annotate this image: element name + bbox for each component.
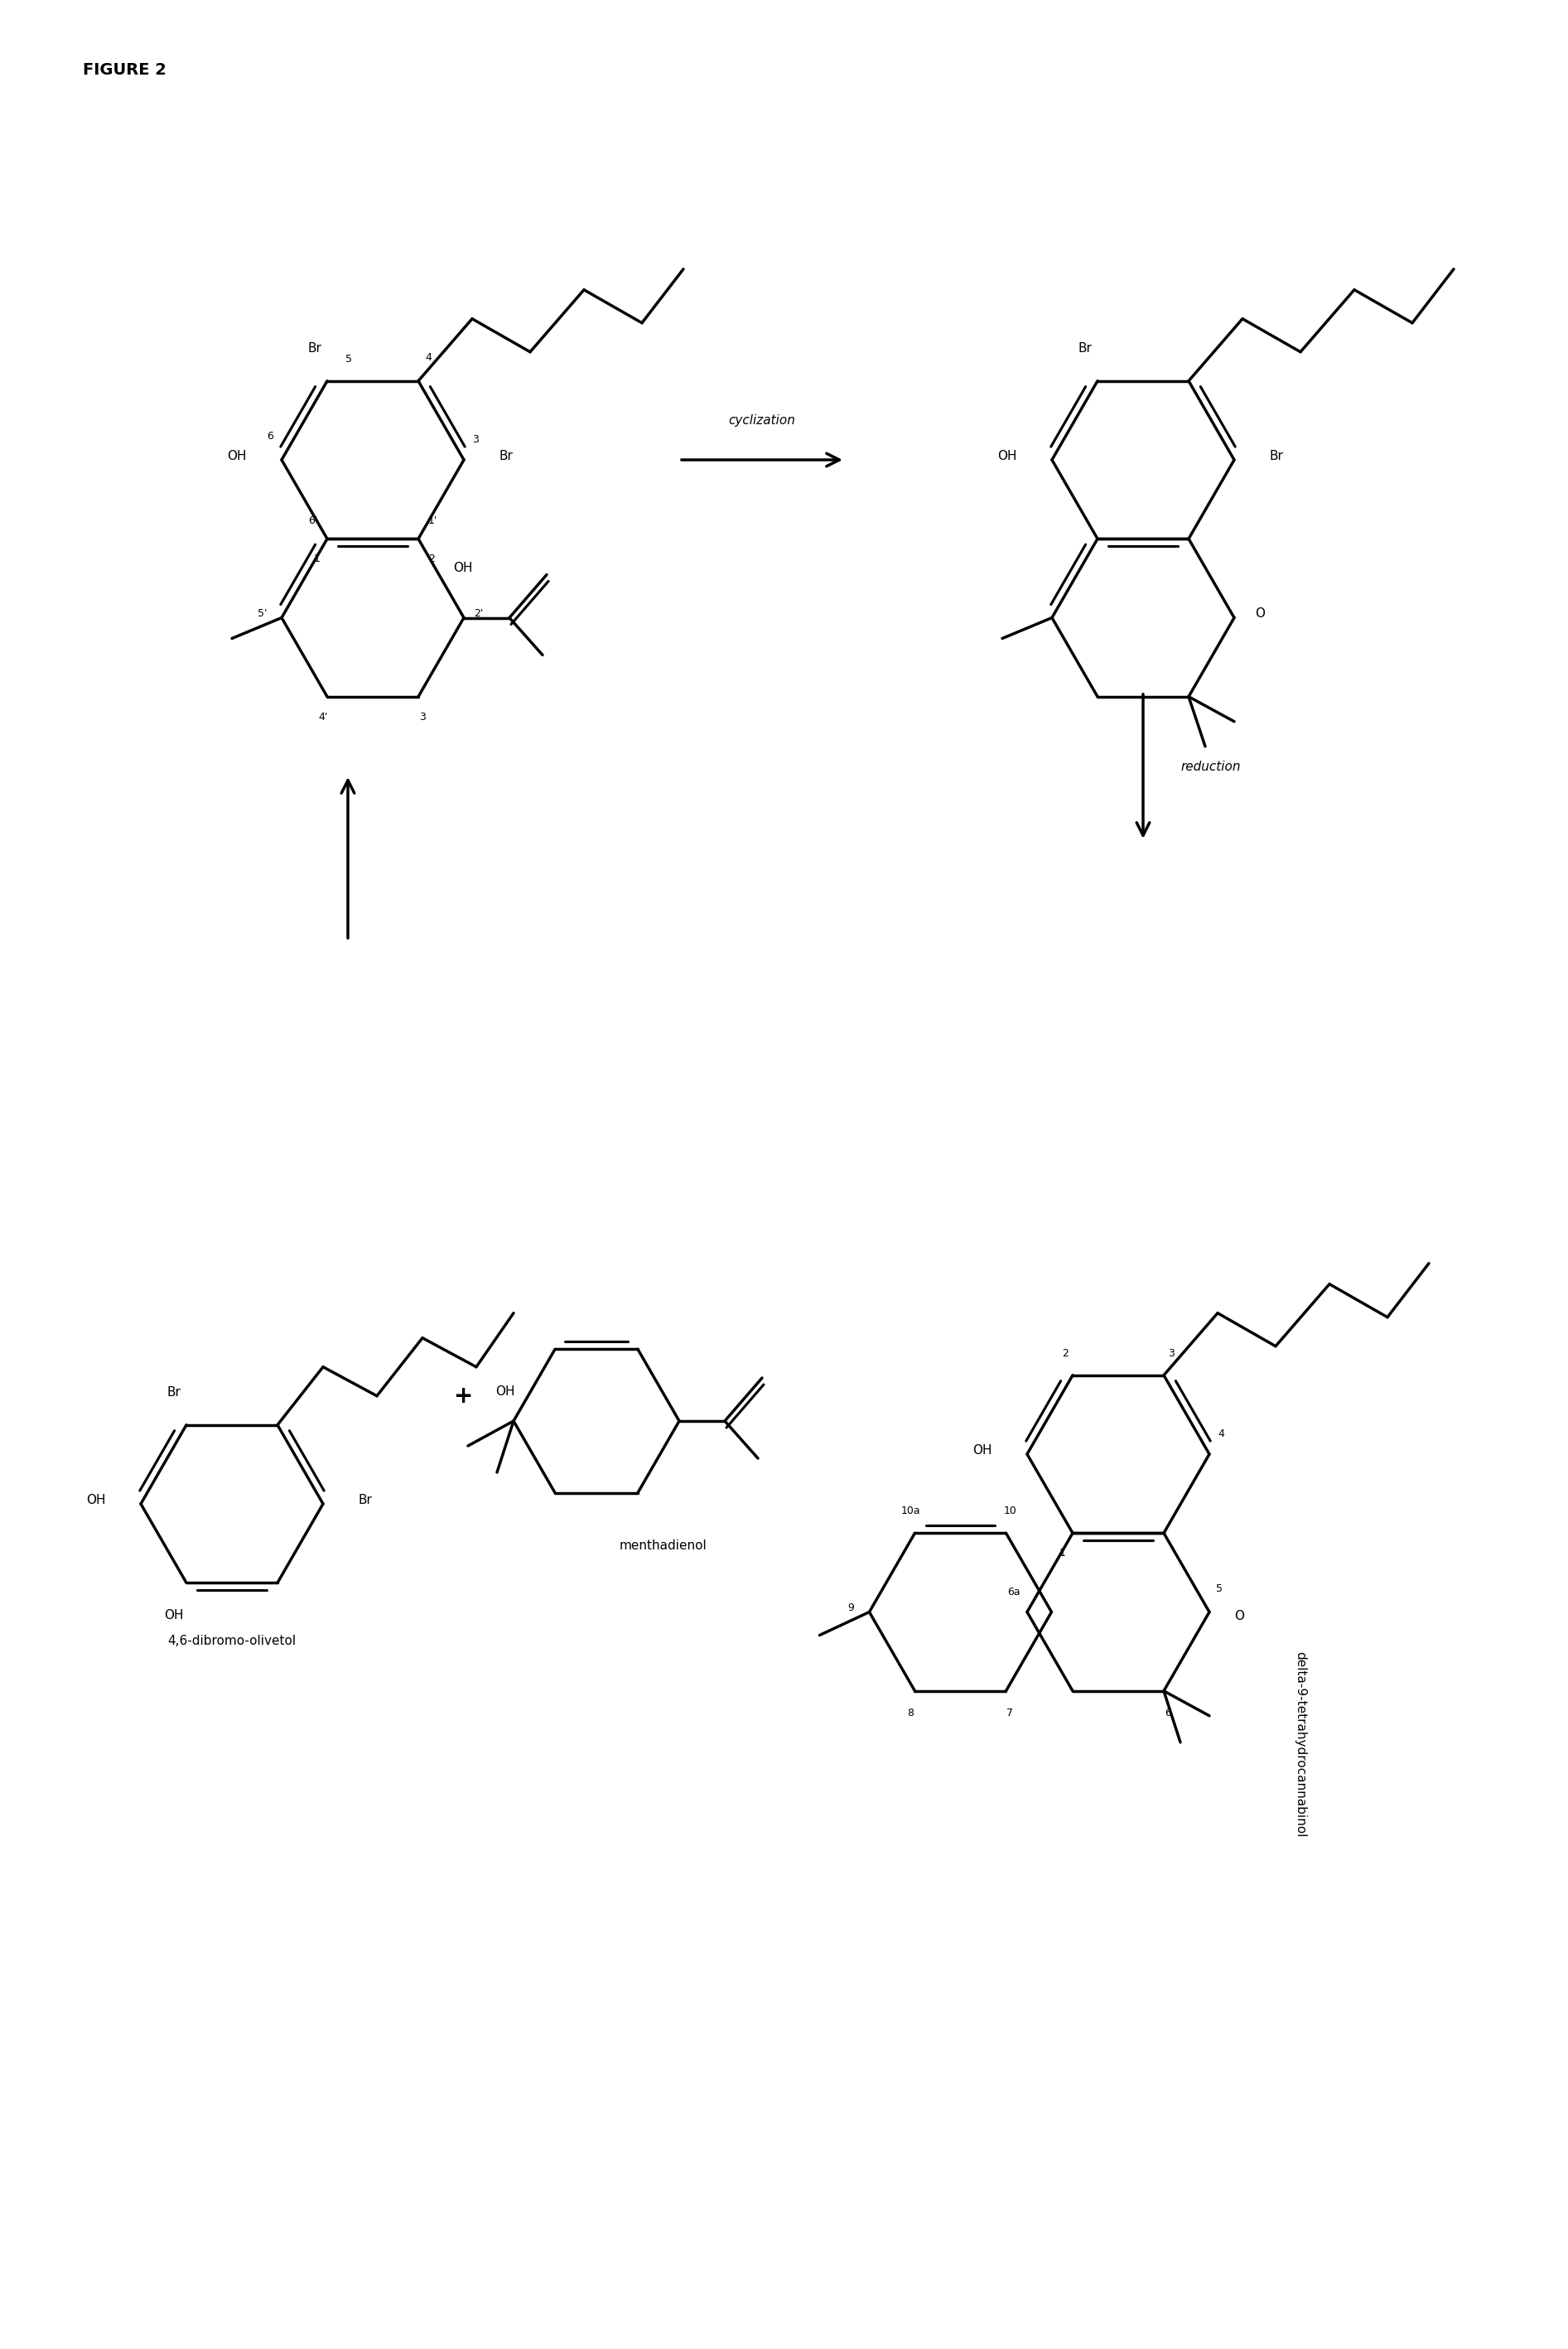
Text: OH: OH xyxy=(165,1609,183,1621)
Text: 2: 2 xyxy=(428,554,434,564)
Text: 3: 3 xyxy=(1168,1348,1174,1358)
Text: 4: 4 xyxy=(425,352,431,362)
Text: 4,6-dibromo-olivetol: 4,6-dibromo-olivetol xyxy=(168,1635,296,1647)
Text: OH: OH xyxy=(495,1386,514,1398)
Text: reduction: reduction xyxy=(1181,761,1240,773)
Text: 6': 6' xyxy=(307,514,317,526)
Text: Br: Br xyxy=(358,1494,372,1506)
Text: 2: 2 xyxy=(1062,1348,1068,1358)
Text: 6: 6 xyxy=(1165,1708,1171,1717)
Text: OH: OH xyxy=(227,449,246,463)
Text: Br: Br xyxy=(499,449,513,463)
Text: Br: Br xyxy=(307,343,321,355)
Text: OH: OH xyxy=(86,1494,107,1506)
Text: 10a: 10a xyxy=(902,1506,920,1517)
Text: OH: OH xyxy=(453,561,472,576)
Text: +: + xyxy=(455,1384,474,1407)
Text: 10: 10 xyxy=(1004,1506,1016,1517)
Text: 7: 7 xyxy=(1007,1708,1013,1717)
Text: O: O xyxy=(1254,608,1265,620)
Text: 3: 3 xyxy=(472,435,478,444)
Text: 8: 8 xyxy=(908,1708,914,1717)
Text: 6a: 6a xyxy=(1008,1586,1021,1597)
Text: delta-9-tetrahydrocannabinol: delta-9-tetrahydrocannabinol xyxy=(1294,1651,1306,1837)
Text: 5: 5 xyxy=(1215,1583,1223,1593)
Text: 1: 1 xyxy=(1060,1548,1066,1560)
Text: Br: Br xyxy=(1269,449,1283,463)
Text: Br: Br xyxy=(166,1386,180,1398)
Text: 1: 1 xyxy=(314,554,320,564)
Text: 4: 4 xyxy=(1218,1428,1225,1440)
Text: 5: 5 xyxy=(345,355,353,364)
Text: 2': 2' xyxy=(474,608,483,620)
Text: 5': 5' xyxy=(257,608,267,620)
Text: OH: OH xyxy=(997,449,1018,463)
Text: OH: OH xyxy=(972,1445,993,1456)
Text: 6: 6 xyxy=(267,430,273,442)
Text: menthadienol: menthadienol xyxy=(619,1539,707,1550)
Text: 4': 4' xyxy=(318,712,328,723)
Text: O: O xyxy=(1234,1609,1243,1623)
Text: Br: Br xyxy=(1079,343,1091,355)
Text: 3: 3 xyxy=(419,712,425,723)
Text: cyclization: cyclization xyxy=(729,413,795,428)
Text: FIGURE 2: FIGURE 2 xyxy=(83,61,166,78)
Text: 9: 9 xyxy=(848,1602,855,1614)
Text: 1': 1' xyxy=(428,514,437,526)
